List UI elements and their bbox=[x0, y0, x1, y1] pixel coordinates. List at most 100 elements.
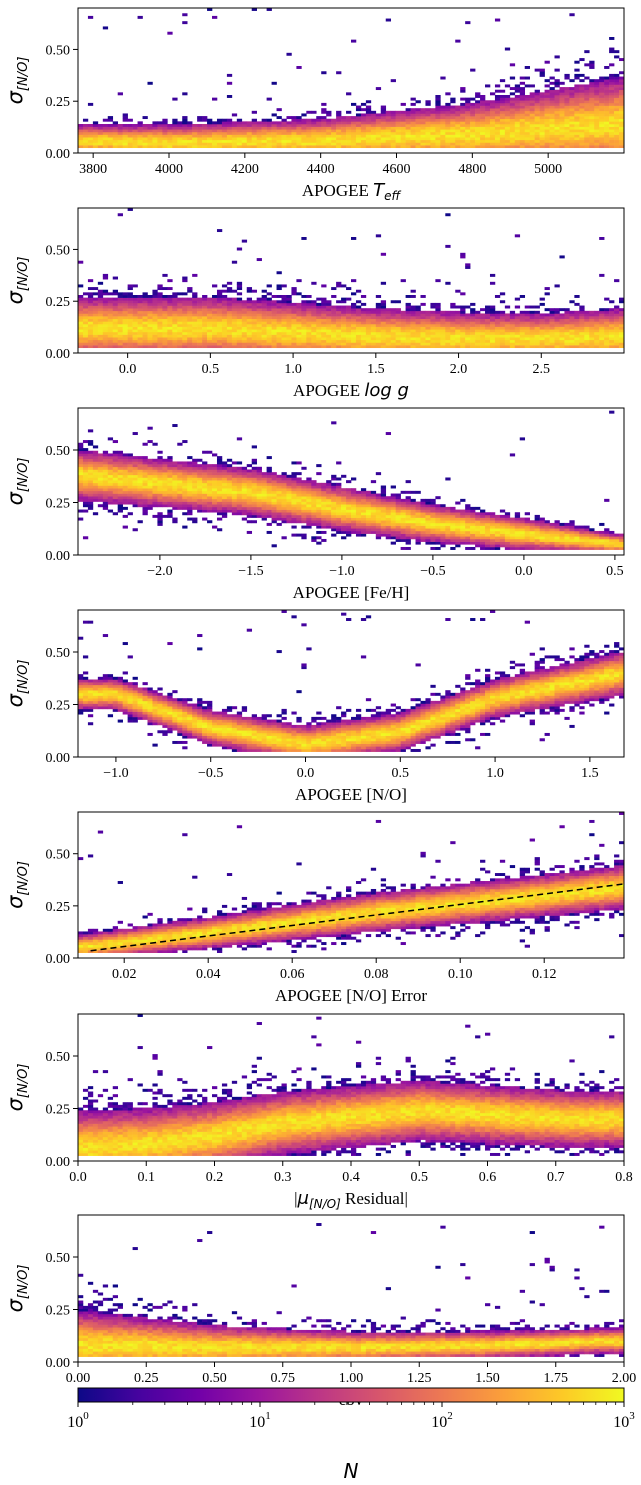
heatmap-cell bbox=[162, 488, 168, 492]
heatmap-cell bbox=[440, 126, 446, 130]
heatmap-cell bbox=[460, 116, 466, 120]
heatmap-cell bbox=[331, 324, 337, 327]
heatmap-cell bbox=[480, 318, 486, 322]
heatmap-cell bbox=[152, 124, 158, 127]
heatmap-cell bbox=[499, 316, 506, 320]
heatmap-cell bbox=[360, 129, 367, 133]
heatmap-cell bbox=[276, 498, 282, 502]
heatmap-cell bbox=[529, 313, 535, 317]
heatmap-cell bbox=[584, 326, 590, 330]
heatmap-cell bbox=[489, 121, 496, 125]
heatmap-cell bbox=[425, 310, 431, 314]
heatmap-cell bbox=[485, 134, 491, 138]
heatmap-cell bbox=[266, 134, 272, 138]
heatmap-cell bbox=[177, 493, 183, 497]
heatmap-cell bbox=[390, 324, 396, 327]
heatmap-cell bbox=[97, 295, 104, 298]
heatmap-cell bbox=[187, 461, 193, 465]
heatmap-cell bbox=[172, 297, 178, 301]
heatmap-cell bbox=[336, 334, 342, 338]
heatmap-cell bbox=[117, 456, 123, 460]
heatmap-cell bbox=[579, 326, 585, 330]
heatmap-cell bbox=[430, 113, 436, 117]
heatmap-cell bbox=[355, 134, 362, 138]
heatmap-cell bbox=[216, 342, 223, 346]
heatmap-cell bbox=[102, 134, 109, 138]
heatmap-cell bbox=[336, 520, 342, 524]
heatmap-cell bbox=[365, 337, 372, 341]
heatmap-cell bbox=[167, 297, 173, 301]
heatmap-cell bbox=[266, 482, 272, 486]
heatmap-cell bbox=[226, 297, 233, 301]
heatmap-cell bbox=[316, 530, 322, 534]
heatmap-cell bbox=[271, 501, 277, 505]
heatmap-cell bbox=[579, 139, 585, 143]
heatmap-cell bbox=[162, 297, 168, 301]
heatmap-cell bbox=[246, 464, 253, 468]
heatmap-cell bbox=[221, 498, 228, 502]
heatmap-cell bbox=[197, 116, 203, 120]
heatmap-cell bbox=[291, 289, 297, 293]
heatmap-cell bbox=[534, 97, 540, 101]
heatmap-cell bbox=[489, 305, 496, 309]
heatmap-cell bbox=[380, 145, 387, 149]
heatmap-cell bbox=[281, 284, 287, 288]
heatmap-cell bbox=[221, 302, 228, 306]
heatmap-cell bbox=[276, 139, 282, 143]
heatmap-cell bbox=[167, 345, 173, 349]
heatmap-cell bbox=[385, 339, 392, 343]
heatmap-cell bbox=[102, 482, 109, 486]
heatmap-cell bbox=[182, 279, 188, 283]
heatmap-cell bbox=[147, 496, 153, 500]
heatmap-cell bbox=[341, 134, 347, 138]
heatmap-cell bbox=[216, 496, 223, 500]
heatmap-cell bbox=[306, 124, 312, 127]
heatmap-cell bbox=[599, 337, 605, 341]
heatmap-cell bbox=[341, 116, 347, 120]
heatmap-cell bbox=[246, 520, 253, 524]
heatmap-cell bbox=[301, 321, 307, 325]
heatmap-cell bbox=[167, 464, 173, 468]
heatmap-cell bbox=[559, 337, 565, 341]
heatmap-cell bbox=[122, 477, 128, 481]
heatmap-cell bbox=[137, 310, 143, 314]
heatmap-cell bbox=[251, 121, 257, 125]
heatmap-cell bbox=[261, 126, 267, 130]
heatmap-cell bbox=[579, 313, 585, 317]
heatmap-cell bbox=[539, 95, 545, 98]
heatmap-cell bbox=[504, 313, 511, 317]
heatmap-cell bbox=[142, 129, 148, 133]
heatmap-cell bbox=[574, 73, 580, 77]
heatmap-cell bbox=[584, 313, 590, 317]
heatmap-cell bbox=[301, 466, 307, 470]
heatmap-cell bbox=[197, 345, 203, 349]
heatmap-cell bbox=[117, 496, 123, 500]
heatmap-cell bbox=[410, 295, 416, 298]
heatmap-cell bbox=[559, 142, 565, 146]
heatmap-cell bbox=[226, 331, 233, 335]
y-axis-label: σ[N/O] bbox=[3, 57, 31, 105]
heatmap-cell bbox=[221, 469, 228, 473]
heatmap-cell bbox=[271, 482, 277, 486]
heatmap-cell bbox=[485, 310, 491, 314]
heatmap-cell bbox=[142, 493, 148, 497]
heatmap-cell bbox=[132, 488, 138, 492]
heatmap-cell bbox=[202, 337, 208, 341]
heatmap-cell bbox=[97, 334, 104, 338]
heatmap-cell bbox=[157, 517, 163, 521]
heatmap-cell bbox=[212, 134, 218, 138]
heatmap-cell bbox=[614, 305, 620, 309]
heatmap-cell bbox=[331, 474, 337, 478]
heatmap-cell bbox=[221, 316, 228, 320]
heatmap-cell bbox=[599, 137, 605, 141]
heatmap-cell bbox=[187, 305, 193, 309]
heatmap-cell bbox=[619, 310, 625, 314]
heatmap-cell bbox=[102, 474, 109, 478]
heatmap-cell bbox=[286, 126, 292, 130]
heatmap-cell bbox=[221, 129, 228, 133]
heatmap-cell bbox=[256, 469, 262, 473]
heatmap-cell bbox=[499, 318, 506, 322]
heatmap-cell bbox=[78, 453, 84, 457]
heatmap-cell bbox=[291, 482, 297, 486]
heatmap-cell bbox=[102, 337, 109, 341]
